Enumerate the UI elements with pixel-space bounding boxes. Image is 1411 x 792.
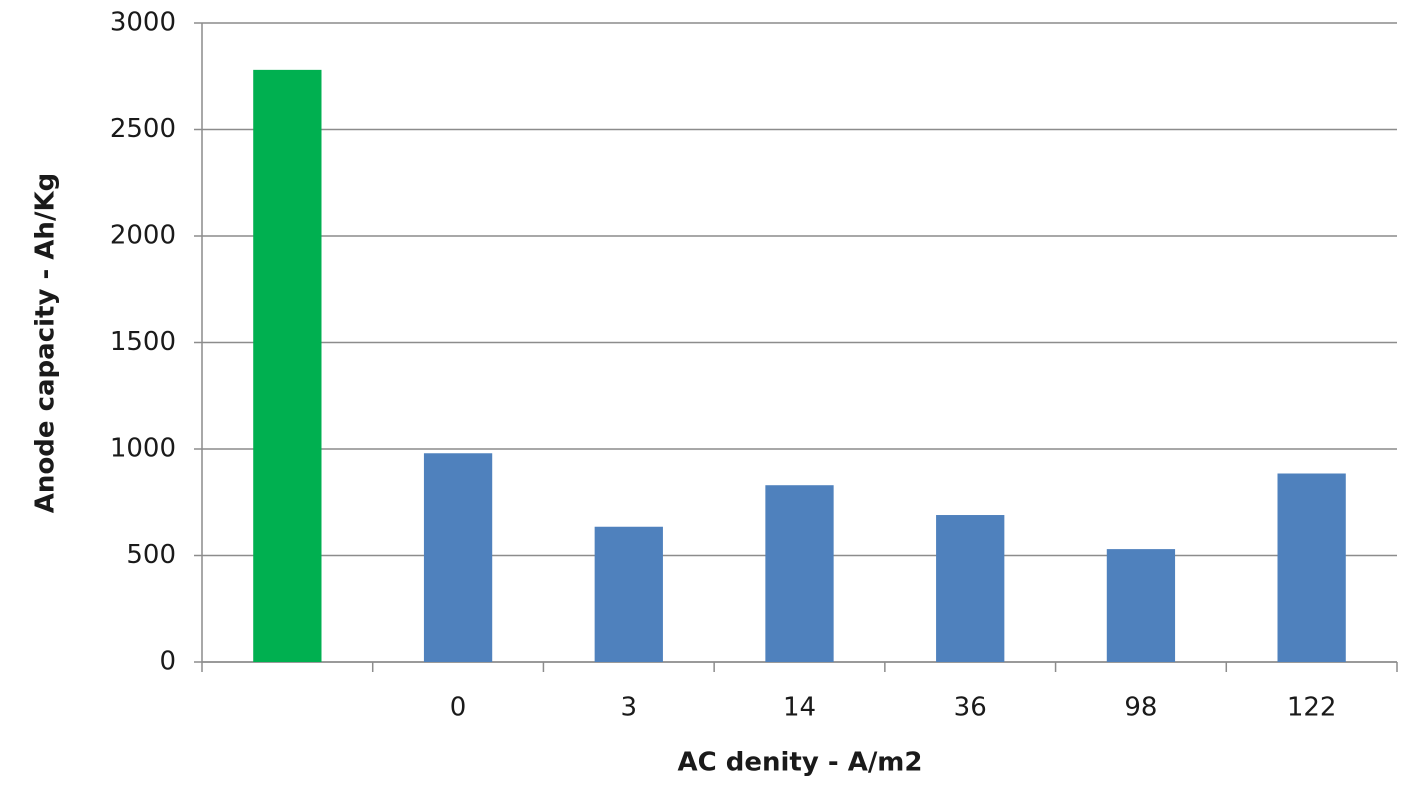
bar (594, 526, 663, 662)
bar (1277, 473, 1346, 662)
bar (1106, 549, 1176, 662)
bar (936, 515, 1005, 662)
y-tick-label: 2500 (110, 114, 176, 144)
x-tick-label: 3 (621, 693, 638, 723)
x-tick-label: 122 (1287, 693, 1337, 723)
x-tick-label: 0 (450, 693, 467, 723)
x-tick-label: 36 (954, 693, 987, 723)
bar (423, 453, 493, 662)
y-tick-label: 1000 (110, 434, 176, 464)
y-tick-label: 1500 (110, 327, 176, 357)
x-tick-label: 98 (1124, 693, 1157, 723)
bar (253, 69, 322, 663)
x-tick-label: 14 (783, 693, 816, 723)
y-axis-title: Anode capacity - Ah/Kg (31, 173, 61, 513)
y-tick-label: 500 (126, 540, 176, 570)
y-tick-label: 2000 (110, 221, 176, 251)
x-axis-title: AC denity - A/m2 (678, 748, 923, 778)
y-tick-label: 0 (159, 647, 176, 677)
bar (765, 485, 834, 662)
y-tick-label: 3000 (110, 8, 176, 38)
